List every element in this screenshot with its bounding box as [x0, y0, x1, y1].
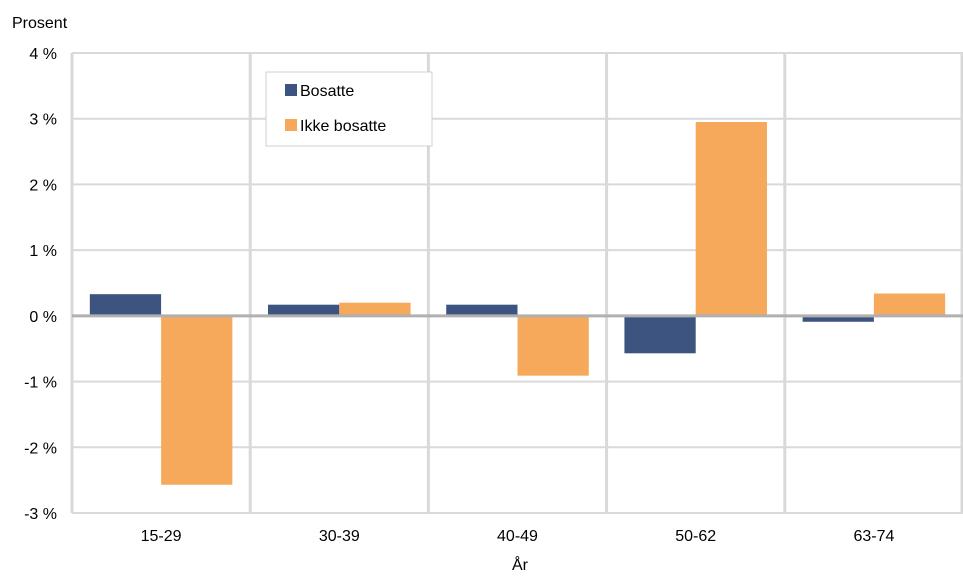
y-tick-label: 2 % [29, 177, 57, 194]
bar-bosatte-30-39 [268, 304, 340, 316]
bar-ikke-bosatte-15-29 [161, 315, 233, 485]
bar-bosatte-50-62 [624, 315, 696, 354]
bars [89, 122, 946, 485]
bar-ikke-bosatte-63-74 [873, 293, 946, 316]
y-tick-label: 4 % [29, 46, 57, 63]
y-tick-label: 1 % [29, 243, 57, 260]
y-tick-label: -2 % [24, 440, 57, 457]
legend: Bosatte Ikke bosatte [265, 71, 433, 147]
bar-bosatte-63-74 [802, 315, 874, 322]
bar-ikke-bosatte-40-49 [517, 315, 589, 376]
x-axis-title: År [512, 555, 529, 574]
legend-label-ikke-bosatte: Ikke bosatte [300, 118, 386, 135]
y-tick-label: -1 % [24, 375, 57, 392]
y-tick-label: 0 % [29, 309, 57, 326]
x-tick-label: 15-29 [141, 528, 182, 545]
legend-label-bosatte: Bosatte [300, 83, 354, 100]
legend-swatch-ikke-bosatte [285, 119, 297, 131]
y-tick-label: 3 % [29, 112, 57, 129]
bar-ikke-bosatte-50-62 [695, 122, 767, 316]
x-tick-label: 40-49 [497, 528, 538, 545]
bar-bosatte-40-49 [446, 304, 518, 316]
y-tick-labels: -3 % -2 % -1 % 0 % 1 % 2 % 3 % 4 % [24, 46, 57, 523]
y-axis-title: Prosent [12, 15, 68, 32]
x-tick-label: 50-62 [675, 528, 716, 545]
y-tick-label: -3 % [24, 506, 57, 523]
legend-swatch-bosatte [285, 84, 297, 96]
x-tick-label: 63-74 [853, 528, 894, 545]
bar-ikke-bosatte-30-39 [339, 302, 411, 316]
x-tick-label: 30-39 [319, 528, 360, 545]
x-tick-labels: 15-29 30-39 40-49 50-62 63-74 [141, 528, 895, 545]
bar-bosatte-15-29 [89, 294, 162, 316]
